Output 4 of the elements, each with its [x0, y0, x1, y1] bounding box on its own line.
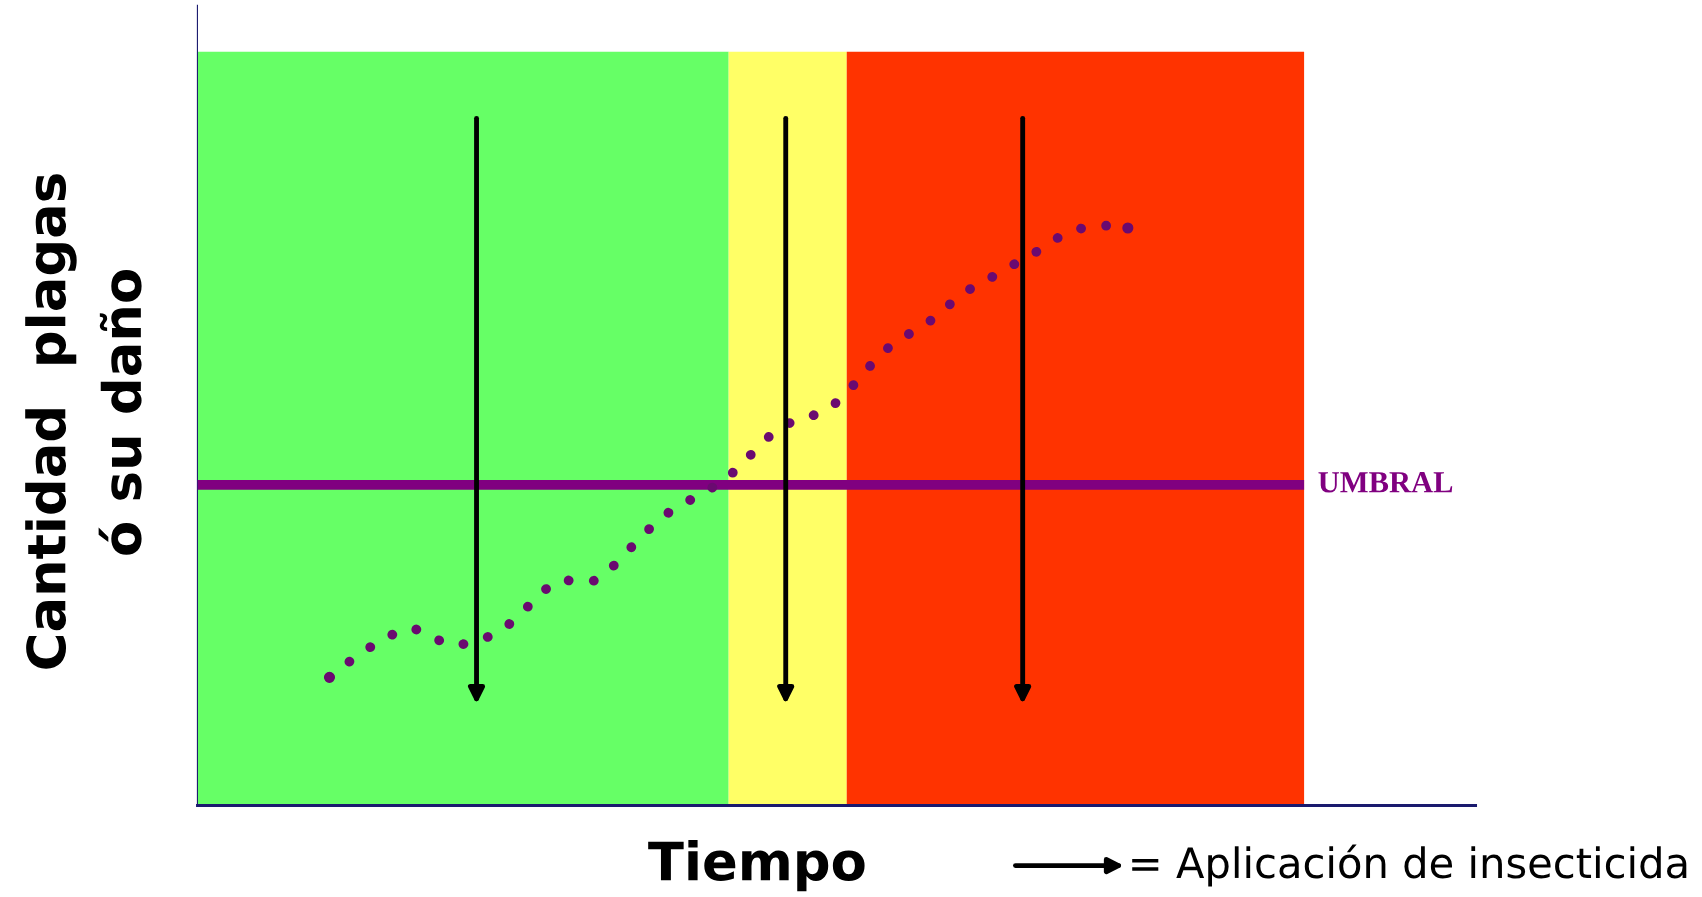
x-axis-title: Tiempo	[648, 840, 865, 892]
text: = Aplicación de insecticida	[1132, 844, 1687, 887]
ref-line-label: UMBRAL	[1318, 472, 1453, 493]
y-axis-title: Cantidad plagas ó su daño	[25, 174, 142, 669]
